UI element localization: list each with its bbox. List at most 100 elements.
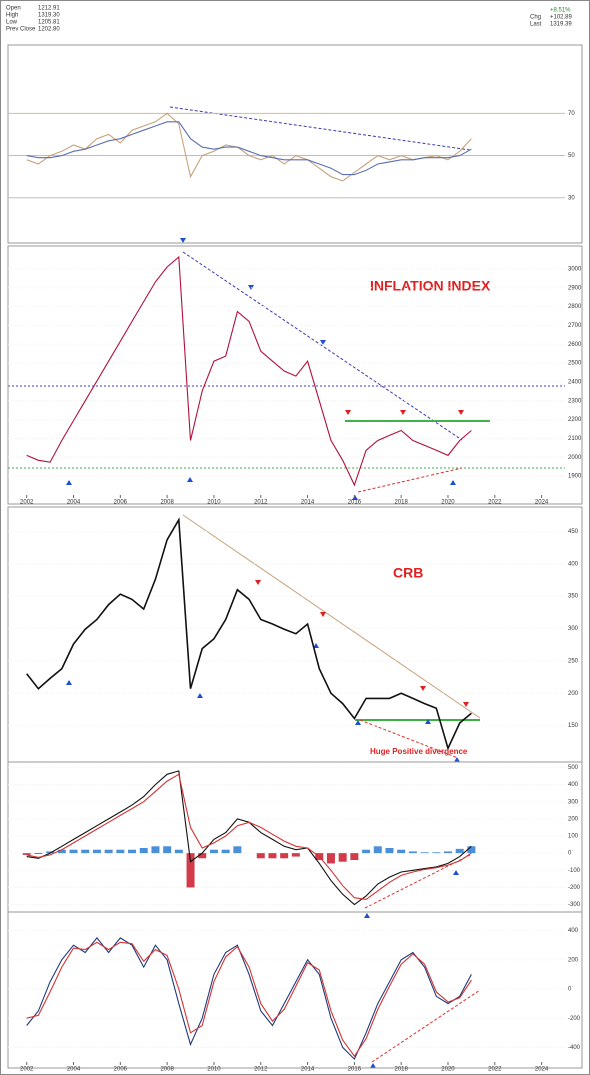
histogram-bar bbox=[81, 849, 90, 854]
trendline bbox=[182, 514, 481, 719]
x-tick-label: 2024 bbox=[535, 1067, 549, 1073]
y-tick-label: 2000 bbox=[568, 455, 582, 461]
arrow-markers bbox=[66, 238, 460, 1068]
trendline bbox=[169, 106, 471, 151]
histogram-bar bbox=[233, 846, 242, 854]
y-tick-label: 2100 bbox=[568, 436, 582, 442]
x-tick-label: 2016 bbox=[348, 500, 362, 506]
histogram-bar bbox=[397, 849, 406, 854]
header-label: Low bbox=[6, 20, 18, 26]
y-tick-label: 3000 bbox=[568, 266, 582, 272]
y-tick-label: 200 bbox=[568, 816, 579, 822]
series-line bbox=[26, 773, 472, 900]
divergence-line bbox=[371, 989, 481, 1063]
y-tick-label: 2200 bbox=[568, 417, 582, 423]
header-value: 1319.30 bbox=[38, 13, 60, 19]
histogram-bar bbox=[163, 846, 172, 854]
y-tick-label: -400 bbox=[568, 1045, 581, 1051]
x-tick-label: 2018 bbox=[394, 1067, 408, 1073]
y-tick-label: 250 bbox=[568, 658, 579, 664]
y-tick-label: 50 bbox=[568, 153, 575, 159]
x-tick-label: 2006 bbox=[114, 1067, 128, 1073]
header-label: High bbox=[6, 13, 18, 19]
y-tick-label: 500 bbox=[568, 765, 579, 771]
y-tick-label: 2900 bbox=[568, 285, 582, 291]
histogram-bar bbox=[443, 851, 452, 854]
histogram-bar bbox=[338, 853, 347, 862]
y-tick-label: 200 bbox=[568, 691, 579, 697]
x-tick-label: 2008 bbox=[160, 500, 174, 506]
y-tick-label: 400 bbox=[568, 928, 579, 934]
histogram-bar bbox=[139, 848, 148, 854]
histogram-bar bbox=[467, 846, 476, 854]
header-value: 1205.81 bbox=[38, 20, 60, 26]
series-line bbox=[26, 517, 472, 751]
divergence-line bbox=[357, 467, 463, 493]
trendline bbox=[182, 251, 463, 441]
y-tick-label: 400 bbox=[568, 782, 579, 788]
histogram-bar bbox=[34, 853, 43, 854]
panel-frame bbox=[7, 506, 583, 763]
histogram-bar bbox=[221, 849, 230, 854]
histogram-bar bbox=[256, 853, 265, 859]
x-tick-label: 2022 bbox=[488, 500, 502, 506]
series-line bbox=[26, 770, 472, 906]
histogram-bar bbox=[186, 853, 195, 888]
histogram-bar bbox=[151, 846, 160, 854]
histogram-bar bbox=[385, 848, 394, 854]
x-tick-label: 2016 bbox=[348, 1067, 362, 1073]
x-tick-label: 2022 bbox=[488, 1067, 502, 1073]
y-tick-label: 70 bbox=[568, 111, 575, 117]
y-tick-label: 350 bbox=[568, 594, 579, 600]
series-line bbox=[26, 937, 472, 1061]
histogram-bar bbox=[420, 852, 429, 854]
histogram-bar bbox=[280, 853, 289, 859]
y-tick-label: -200 bbox=[568, 885, 581, 891]
histogram-bar bbox=[128, 849, 137, 854]
annotation: CRB bbox=[393, 565, 423, 581]
arrow-markers bbox=[255, 410, 469, 707]
y-tick-label: 200 bbox=[568, 957, 579, 963]
y-tick-label: 2800 bbox=[568, 304, 582, 310]
histogram-bar bbox=[326, 853, 335, 864]
histogram-bar bbox=[57, 849, 66, 854]
header-label: Open bbox=[6, 6, 21, 12]
header-value: 1212.91 bbox=[38, 6, 60, 12]
x-tick-label: 2020 bbox=[441, 500, 455, 506]
x-tick-label: 2010 bbox=[207, 1067, 221, 1073]
histogram-bar bbox=[22, 853, 31, 855]
annotation: INFLATION INDEX bbox=[370, 278, 491, 294]
x-tick-label: 2012 bbox=[254, 500, 268, 506]
histogram-bar bbox=[116, 849, 125, 854]
x-tick-label: 2012 bbox=[254, 1067, 268, 1073]
y-tick-label: -100 bbox=[568, 868, 581, 874]
y-tick-label: 0 bbox=[568, 851, 572, 857]
chg-value: +102.89 bbox=[550, 15, 573, 21]
last-label: Last bbox=[530, 22, 542, 28]
histogram-bar bbox=[268, 853, 277, 859]
y-tick-label: 1900 bbox=[568, 474, 582, 480]
x-tick-label: 2004 bbox=[67, 1067, 81, 1073]
series-line bbox=[26, 941, 472, 1058]
x-tick-label: 2018 bbox=[394, 500, 408, 506]
histogram-bar bbox=[46, 851, 55, 854]
histogram-bar bbox=[408, 851, 417, 854]
y-tick-label: 2500 bbox=[568, 361, 582, 367]
series-line bbox=[26, 121, 472, 176]
x-tick-label: 2008 bbox=[160, 1067, 174, 1073]
x-tick-label: 2004 bbox=[67, 500, 81, 506]
y-tick-label: 450 bbox=[568, 529, 579, 535]
y-tick-label: 0 bbox=[568, 987, 572, 993]
histogram-bar bbox=[92, 849, 101, 854]
x-tick-label: 2020 bbox=[441, 1067, 455, 1073]
y-tick-label: -300 bbox=[568, 902, 581, 908]
x-tick-label: 2002 bbox=[20, 1067, 34, 1073]
y-tick-label: 2300 bbox=[568, 398, 582, 404]
header-value: 1202.80 bbox=[38, 27, 60, 33]
y-tick-label: 150 bbox=[568, 723, 579, 729]
annotations bbox=[8, 106, 565, 1068]
series-line bbox=[26, 255, 472, 487]
y-tick-label: 300 bbox=[568, 799, 579, 805]
panel-frame bbox=[7, 44, 583, 244]
